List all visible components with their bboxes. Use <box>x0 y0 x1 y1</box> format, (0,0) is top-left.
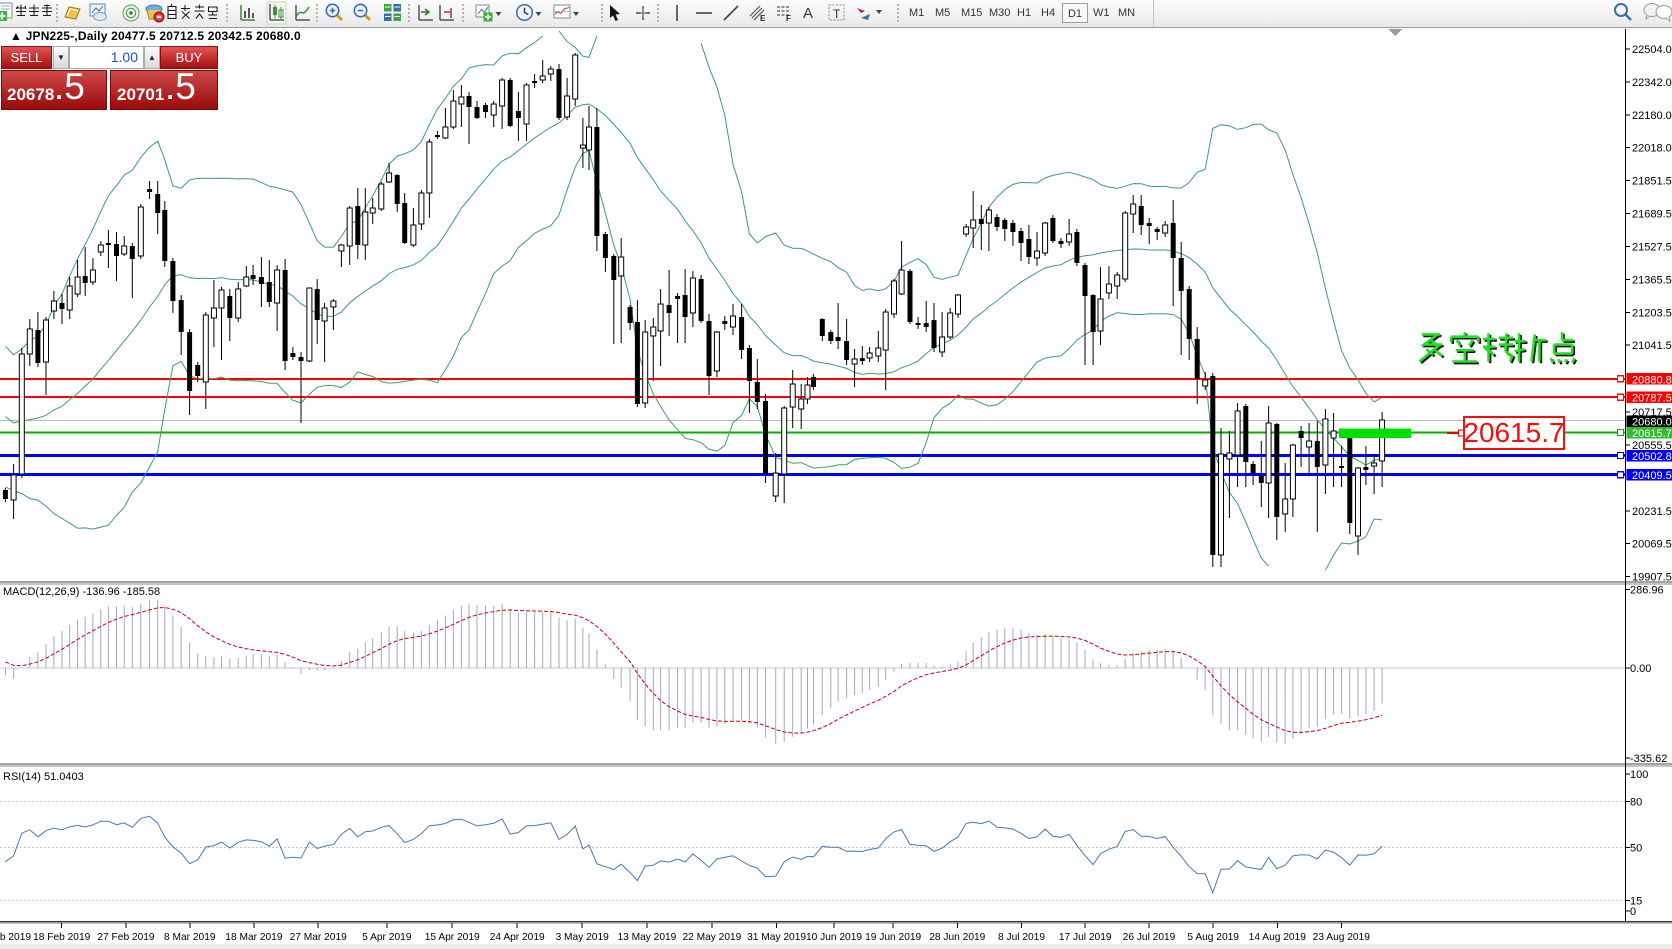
svg-text:31 May 2019: 31 May 2019 <box>747 932 806 943</box>
svg-text:8 Mar 2019: 8 Mar 2019 <box>164 932 216 943</box>
svg-text:14 Aug 2019: 14 Aug 2019 <box>1249 932 1307 943</box>
svg-text:20502.8: 20502.8 <box>1632 451 1672 463</box>
svg-text:E: E <box>760 14 766 23</box>
svg-text:22018.0: 22018.0 <box>1632 143 1672 155</box>
svg-text:F: F <box>786 14 791 23</box>
svg-text:20069.5: 20069.5 <box>1632 539 1672 551</box>
svg-text:22 May 2019: 22 May 2019 <box>682 932 741 943</box>
svg-text:26 Jul 2019: 26 Jul 2019 <box>1123 932 1176 943</box>
svg-text:RSI(14) 51.0403: RSI(14) 51.0403 <box>3 771 84 783</box>
svg-text:23 Aug 2019: 23 Aug 2019 <box>1313 932 1371 943</box>
svg-text:20880.8: 20880.8 <box>1632 374 1672 386</box>
svg-text:28 Jun 2019: 28 Jun 2019 <box>929 932 985 943</box>
svg-text:20409.5: 20409.5 <box>1632 470 1672 482</box>
svg-text:50: 50 <box>1630 842 1642 854</box>
svg-text:21365.5: 21365.5 <box>1632 274 1672 286</box>
svg-text:80: 80 <box>1630 796 1642 808</box>
svg-text:18 Feb 2019: 18 Feb 2019 <box>33 932 91 943</box>
svg-text:27 Mar 2019: 27 Mar 2019 <box>290 932 348 943</box>
svg-text:-335.62: -335.62 <box>1630 753 1667 765</box>
svg-text:19 Jun 2019: 19 Jun 2019 <box>865 932 921 943</box>
svg-text:20231.5: 20231.5 <box>1632 506 1672 518</box>
svg-text:0: 0 <box>1630 906 1636 918</box>
svg-text:20787.5: 20787.5 <box>1632 393 1672 405</box>
svg-text:Feb 2019: Feb 2019 <box>0 932 31 943</box>
svg-text:100: 100 <box>1630 769 1648 781</box>
svg-text:17 Jul 2019: 17 Jul 2019 <box>1059 932 1112 943</box>
svg-text:13 May 2019: 13 May 2019 <box>617 932 676 943</box>
svg-text:19907.5: 19907.5 <box>1632 572 1672 584</box>
svg-text:15: 15 <box>1630 895 1642 907</box>
svg-text:21689.5: 21689.5 <box>1632 209 1672 221</box>
svg-text:5 Apr 2019: 5 Apr 2019 <box>362 932 412 943</box>
svg-text:10 Jun 2019: 10 Jun 2019 <box>806 932 862 943</box>
svg-text:21041.5: 21041.5 <box>1632 340 1672 352</box>
svg-text:18 Mar 2019: 18 Mar 2019 <box>225 932 283 943</box>
svg-text:A: A <box>803 5 813 22</box>
svg-text:27 Feb 2019: 27 Feb 2019 <box>97 932 155 943</box>
svg-text:286.96: 286.96 <box>1630 585 1664 597</box>
svg-text:22342.0: 22342.0 <box>1632 77 1672 89</box>
svg-text:22504.0: 22504.0 <box>1632 44 1672 56</box>
svg-text:20615.7: 20615.7 <box>1463 417 1564 448</box>
svg-text:21851.5: 21851.5 <box>1632 176 1672 188</box>
svg-text:15 Apr 2019: 15 Apr 2019 <box>425 932 480 943</box>
svg-text:21203.5: 21203.5 <box>1632 307 1672 319</box>
svg-text:20680.0: 20680.0 <box>1632 417 1672 429</box>
svg-text:8 Jul 2019: 8 Jul 2019 <box>998 932 1045 943</box>
svg-text:MACD(12,26,9) -136.96 -185.58: MACD(12,26,9) -136.96 -185.58 <box>3 586 160 598</box>
svg-text:22180.0: 22180.0 <box>1632 110 1672 122</box>
svg-text:▲ JPN225-,Daily 20477.5 2071: ▲ JPN225-,Daily 20477.5 20712.5 20342.5 … <box>10 29 301 43</box>
svg-text:3 May 2019: 3 May 2019 <box>556 932 610 943</box>
svg-text:24 Apr 2019: 24 Apr 2019 <box>490 932 545 943</box>
svg-text:21527.5: 21527.5 <box>1632 242 1672 254</box>
svg-text:T: T <box>833 7 841 21</box>
svg-text:20615.7: 20615.7 <box>1632 428 1672 440</box>
svg-text:0.00: 0.00 <box>1630 663 1651 675</box>
svg-text:20555.5: 20555.5 <box>1632 440 1672 452</box>
svg-text:5 Aug 2019: 5 Aug 2019 <box>1187 932 1239 943</box>
